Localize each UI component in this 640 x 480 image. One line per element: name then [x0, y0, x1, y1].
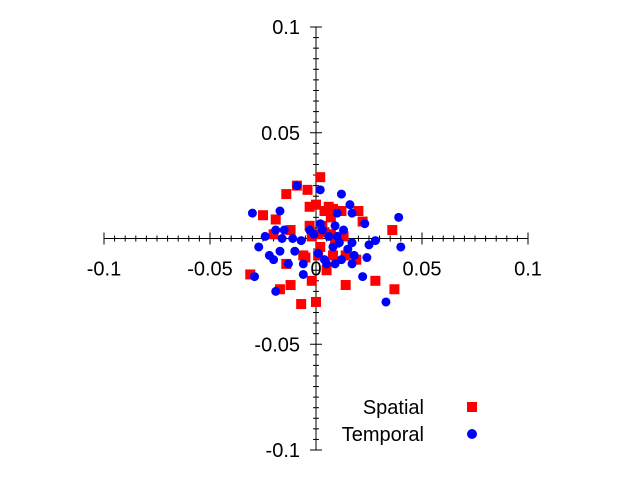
y-tick-label: 0.1: [272, 17, 300, 39]
data-point-spatial: [327, 250, 338, 261]
data-point-temporal: [275, 246, 285, 256]
x-tick-label: 0: [310, 259, 321, 281]
data-point-temporal: [298, 259, 308, 269]
data-point-temporal: [269, 255, 279, 265]
data-point-spatial: [281, 189, 292, 200]
data-point-temporal: [349, 250, 359, 260]
data-point-temporal: [364, 240, 374, 250]
data-point-spatial: [311, 296, 321, 307]
data-point-spatial: [327, 203, 338, 214]
x-tick-label: -0.05: [187, 259, 233, 281]
data-point-temporal: [358, 272, 368, 282]
data-point-temporal: [250, 272, 260, 282]
data-point-temporal: [271, 286, 281, 296]
data-point-temporal: [277, 234, 287, 243]
data-point-temporal: [347, 259, 357, 269]
data-point-spatial: [270, 214, 281, 225]
data-point-temporal: [370, 236, 380, 246]
data-point-spatial: [321, 265, 332, 276]
data-point-temporal: [345, 200, 355, 210]
data-point-temporal: [396, 242, 406, 252]
data-point-temporal: [254, 242, 264, 252]
y-tick-label: -0.1: [266, 440, 300, 462]
data-point-spatial: [285, 280, 296, 291]
data-point-spatial: [268, 229, 279, 240]
data-point-spatial: [306, 275, 317, 286]
data-point-temporal: [305, 225, 315, 235]
data-point-spatial: [315, 241, 326, 252]
legend-label-spatial: Spatial: [363, 397, 424, 419]
data-point-temporal: [260, 231, 270, 241]
data-point-temporal: [315, 185, 325, 195]
data-point-temporal: [324, 231, 334, 241]
data-point-temporal: [283, 259, 293, 269]
x-tick-label: -0.1: [87, 259, 121, 281]
data-point-temporal: [347, 238, 357, 248]
data-point-spatial: [296, 299, 307, 310]
data-point-temporal: [271, 225, 281, 235]
legend: Spatial Temporal: [342, 397, 477, 446]
y-tick-label: 0.05: [261, 123, 300, 145]
x-tick-label: 0.05: [403, 259, 442, 281]
data-point-temporal: [394, 212, 404, 222]
data-point-spatial: [258, 210, 268, 221]
data-point-spatial: [302, 184, 313, 195]
tick-labels: -0.1 -0.05 0 0.05 0.1 0.1 0.05 -0.05 -0.1: [87, 17, 542, 462]
y-tick-label: -0.05: [254, 334, 300, 356]
data-point-spatial: [285, 225, 296, 236]
data-point-spatial: [311, 199, 321, 210]
data-point-spatial: [338, 231, 349, 242]
data-point-spatial: [315, 172, 326, 183]
data-point-spatial: [370, 275, 381, 286]
data-point-temporal: [317, 225, 327, 235]
data-point-temporal: [328, 242, 338, 252]
data-point-spatial: [274, 284, 285, 295]
data-point-spatial: [351, 254, 362, 265]
data-point-temporal: [279, 225, 289, 235]
x-tick-label: 0.1: [514, 259, 542, 281]
data-point-temporal: [330, 221, 340, 231]
data-point-spatial: [340, 280, 351, 291]
data-point-temporal: [362, 253, 372, 263]
data-point-temporal: [275, 206, 285, 216]
data-point-temporal: [347, 208, 357, 218]
data-point-temporal: [330, 259, 340, 269]
data-point-temporal: [319, 255, 329, 265]
data-point-spatial: [387, 225, 398, 236]
data-point-temporal: [339, 225, 349, 235]
data-point-temporal: [247, 208, 257, 218]
data-point-spatial: [340, 250, 351, 261]
data-point-temporal: [360, 219, 370, 229]
data-point-temporal: [296, 236, 306, 246]
data-point-spatial: [325, 212, 336, 223]
legend-marker-temporal: [467, 429, 477, 439]
data-point-temporal: [313, 248, 323, 258]
data-point-temporal: [288, 234, 298, 243]
data-point-spatial: [389, 284, 400, 295]
data-point-temporal: [381, 297, 391, 307]
legend-label-temporal: Temporal: [342, 424, 424, 446]
legend-marker-spatial: [467, 402, 477, 412]
data-point-spatial: [245, 269, 256, 280]
data-points: [245, 172, 406, 310]
data-point-temporal: [336, 189, 346, 199]
data-point-spatial: [300, 252, 311, 263]
data-point-temporal: [332, 208, 342, 218]
data-point-temporal: [334, 238, 344, 248]
data-point-temporal: [292, 181, 302, 191]
data-point-spatial: [304, 201, 315, 212]
data-point-temporal: [290, 246, 300, 256]
data-point-temporal: [298, 269, 308, 279]
data-point-temporal: [343, 244, 353, 254]
data-point-spatial: [336, 206, 347, 217]
data-point-spatial: [353, 206, 364, 217]
data-point-temporal: [336, 255, 346, 265]
